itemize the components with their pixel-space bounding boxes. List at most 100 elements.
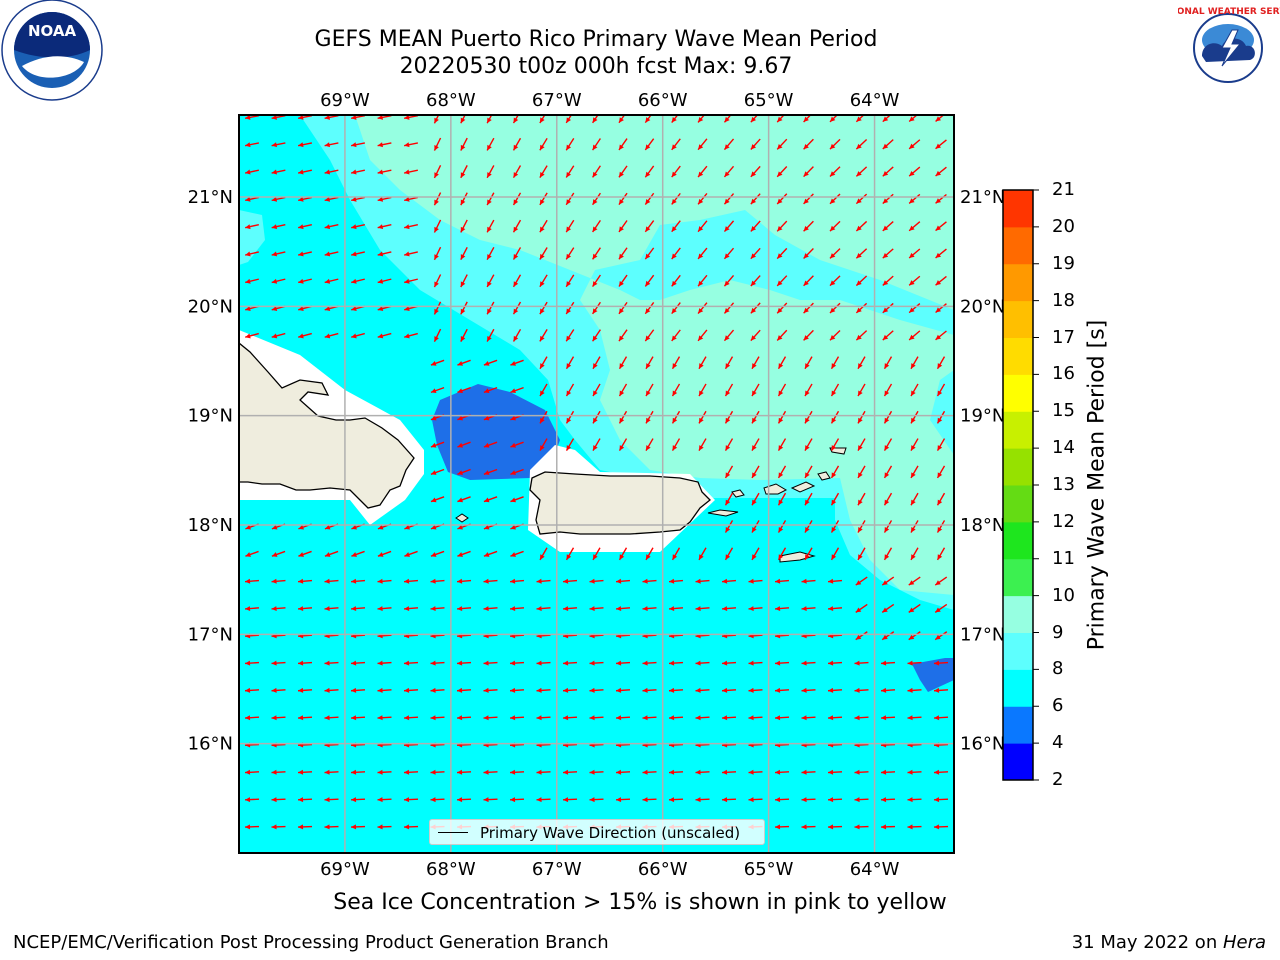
wave-arrow [774,769,790,775]
wave-arrow [936,438,946,452]
wave-arrow [539,547,548,561]
lon-label: 68°W [426,859,476,880]
wave-arrow [618,383,628,397]
wave-arrow [642,797,657,803]
wave-arrow [592,219,601,233]
wave-arrow [881,631,895,641]
wave-arrow [933,687,949,693]
wave-arrow [829,302,841,314]
wave-arrow [855,115,865,123]
wave-arrow [829,330,841,341]
wave-arrow [934,603,948,613]
wave-arrow [592,410,601,424]
wave-arrow [883,520,893,533]
wave-arrow [350,715,366,721]
wave-arrow [883,383,893,397]
wave-arrow [776,329,788,341]
wave-arrow [883,492,893,506]
colorbar-tick-label: 14 [1052,437,1075,459]
wave-arrow [271,169,286,175]
wave-arrow [244,578,260,584]
wave-arrow [933,769,949,775]
wave-arrow [615,797,631,803]
wave-arrow [642,660,657,666]
wave-arrow [750,115,759,123]
colorbar-tick-label: 11 [1052,547,1075,569]
colorbar-band [1003,743,1033,781]
wave-arrow [350,578,366,584]
wave-arrow [642,578,657,584]
wave-arrow [539,219,548,233]
wave-arrow [618,438,628,452]
wave-arrow [723,193,735,205]
wave-arrow [460,246,468,261]
wave-arrow [777,410,787,424]
wave-arrow [933,797,949,803]
wave-arrow [936,492,946,506]
wave-arrow [803,275,814,287]
wave-arrow [539,301,548,315]
wave-arrow [562,606,578,612]
wave-arrow [536,769,551,775]
wave-arrow [642,715,657,721]
wave-arrow [827,797,843,803]
wave-arrow [512,301,522,315]
wave-arrow [433,328,442,343]
wave-arrow [512,328,522,342]
wave-arrow [510,468,524,475]
wave-arrow [324,797,339,803]
wave-arrow [589,687,604,693]
wave-arrow [456,578,472,584]
land-vieques [707,509,739,517]
wave-arrow [403,687,419,693]
wave-arrow [615,769,631,775]
wave-arrow [774,660,790,666]
sea-9-10s [355,115,954,595]
wave-arrow [671,383,681,397]
wave-arrow [509,797,525,803]
wave-arrow [351,332,365,339]
wave-arrow [933,660,949,666]
wave-arrow [801,687,816,693]
wave-arrow [271,550,286,557]
lat-label: 19°N [188,406,233,427]
wave-arrow [803,166,814,178]
wave-arrow [855,302,868,314]
wave-arrow [695,797,710,803]
wave-arrow [882,248,894,259]
legend-label: Primary Wave Direction (unscaled) [480,824,741,842]
wave-arrow [644,329,655,342]
wave-arrow [324,715,339,721]
wave-arrow [297,115,313,120]
lon-label: 69°W [320,859,370,880]
sea-ice-note: Sea Ice Concentration > 15% is shown in … [333,890,947,915]
wave-arrow [350,606,366,612]
wave-arrow [723,302,735,314]
wave-arrow [324,332,339,339]
wave-arrow [244,824,260,830]
lat-label: 17°N [960,624,1005,645]
nws-logo: NATIONAL WEATHER SERVICE [1178,2,1280,94]
wave-arrow [723,329,735,342]
wave-arrow [456,606,472,612]
wave-arrow [510,386,524,394]
wave-arrow [830,465,840,479]
wave-arrow [774,824,790,830]
wave-arrow [804,520,813,533]
colorbar-band [1003,411,1033,449]
wave-arrow [883,547,893,561]
wave-arrow [645,356,654,370]
wave-arrow [829,248,841,259]
wave-arrow [908,275,921,286]
wave-arrow [618,138,628,151]
wave-arrow [880,769,896,775]
wave-arrow [910,465,919,479]
wave-arrow [751,520,760,533]
wave-arrow [776,275,788,287]
wave-arrow [908,193,921,204]
colorbar-band [1003,485,1033,523]
wave-arrow [910,492,919,506]
wave-arrow [615,687,631,693]
wave-arrow [776,220,788,232]
wave-arrow [671,192,681,205]
